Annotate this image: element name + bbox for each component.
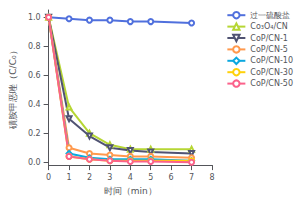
svg-text:8: 8	[209, 173, 214, 182]
svg-text:6: 6	[169, 173, 174, 182]
svg-text:4: 4	[128, 173, 133, 182]
svg-text:0: 0	[46, 173, 51, 182]
svg-text:CoP/CN-30: CoP/CN-30	[250, 68, 293, 77]
svg-text:Co₃O₄/CN: Co₃O₄/CN	[250, 22, 287, 31]
svg-text:CoP/CN-10: CoP/CN-10	[250, 56, 293, 65]
svg-text:5: 5	[148, 173, 153, 182]
svg-text:CoP/CN-5: CoP/CN-5	[250, 45, 288, 54]
svg-text:2: 2	[87, 173, 92, 182]
svg-text:1.0: 1.0	[28, 13, 41, 22]
svg-text:0.4: 0.4	[28, 100, 41, 109]
svg-text:磺胺甲恶唑（C/C₀）: 磺胺甲恶唑（C/C₀）	[8, 46, 18, 129]
svg-text:1: 1	[66, 173, 71, 182]
svg-text:过一硫酸盐: 过一硫酸盐	[250, 11, 290, 20]
svg-text:0.2: 0.2	[28, 129, 41, 138]
svg-text:7: 7	[189, 173, 194, 182]
svg-text:0.6: 0.6	[28, 71, 41, 80]
svg-text:3: 3	[107, 173, 112, 182]
svg-text:CoP/CN-50: CoP/CN-50	[250, 79, 293, 88]
svg-text:时间（min）: 时间（min）	[104, 186, 157, 196]
svg-text:0.8: 0.8	[28, 42, 41, 51]
svg-text:CoP/CN-1: CoP/CN-1	[250, 34, 288, 43]
svg-text:0.0: 0.0	[28, 158, 41, 167]
